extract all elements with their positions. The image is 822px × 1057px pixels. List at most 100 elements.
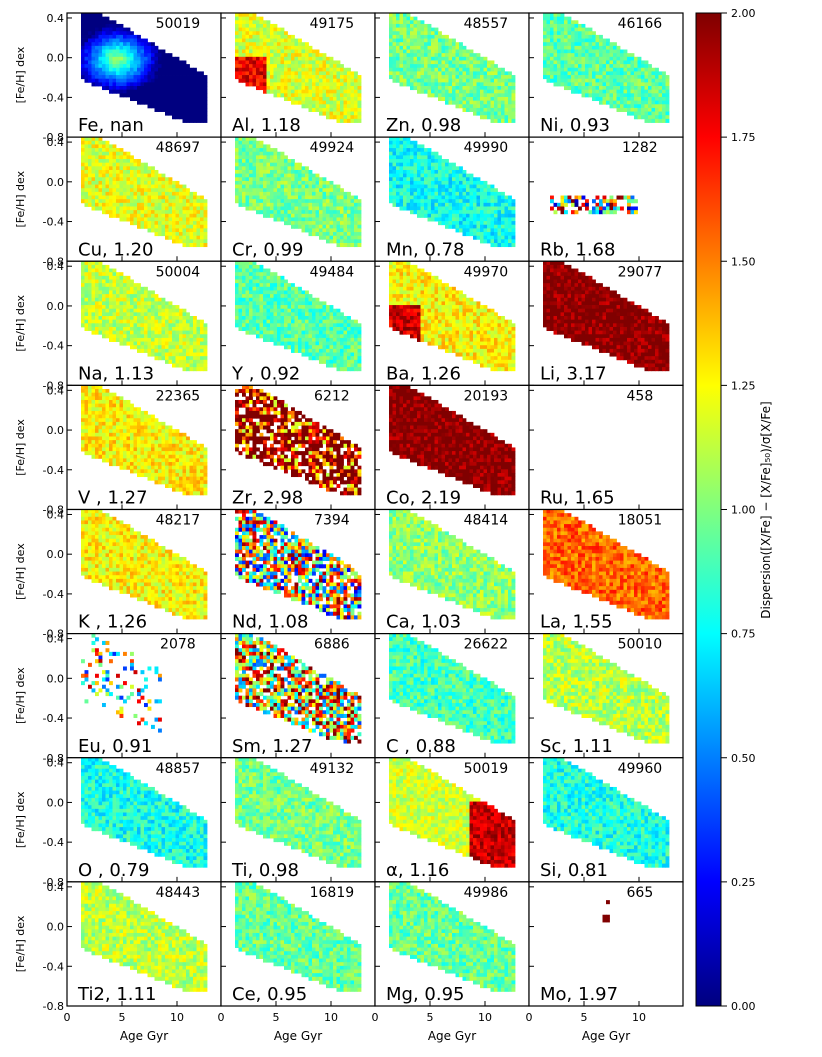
heatmap-cell: [508, 71, 512, 76]
heatmap-cell: [200, 96, 204, 102]
heatmap-cell: [336, 195, 341, 200]
heatmap-cell: [574, 31, 579, 36]
heatmap-cell: [175, 78, 180, 83]
heatmap-cell: [473, 71, 477, 76]
heatmap-cell: [119, 275, 124, 280]
heatmap-cell: [126, 199, 131, 204]
heatmap-cell: [175, 202, 180, 207]
heatmap-cell: [634, 78, 638, 83]
heatmap-cell: [543, 64, 547, 69]
heatmap-cell: [175, 224, 180, 229]
heatmap-cell: [448, 217, 453, 222]
heatmap-cell: [98, 64, 103, 69]
heatmap-cell: [592, 206, 596, 211]
heatmap-cell: [438, 206, 442, 211]
heatmap-cell: [627, 210, 631, 215]
heatmap-cell: [116, 308, 120, 313]
heatmap-cell: [630, 82, 635, 87]
heatmap-cell: [343, 67, 348, 72]
heatmap-cell: [501, 232, 505, 237]
heatmap-cell: [613, 206, 617, 211]
heatmap-cell: [203, 199, 208, 204]
heatmap-cell: [105, 82, 110, 87]
heatmap-cell: [595, 96, 600, 102]
heatmap-cell: [151, 191, 155, 196]
heatmap-cell: [284, 213, 288, 218]
heatmap-cell: [413, 60, 418, 65]
heatmap-cell: [263, 89, 267, 94]
heatmap-cell: [424, 82, 428, 87]
heatmap-cell: [511, 82, 516, 87]
heatmap-cell: [182, 75, 187, 80]
heatmap-cell: [291, 166, 295, 171]
heatmap-cell: [81, 64, 85, 69]
heatmap-cell: [305, 188, 309, 193]
heatmap-cell: [280, 53, 285, 58]
heatmap-cell: [476, 188, 481, 193]
heatmap-cell: [406, 166, 411, 171]
heatmap-cell: [252, 42, 257, 47]
heatmap-cell: [434, 213, 439, 218]
heatmap-cell: [266, 67, 271, 72]
heatmap-cell: [102, 151, 106, 156]
heatmap-cell: [637, 67, 642, 72]
heatmap-cell: [483, 191, 488, 196]
heatmap-cell: [175, 195, 180, 200]
heatmap-cell: [84, 23, 89, 28]
heatmap-cell: [133, 89, 138, 94]
heatmap-cell: [553, 45, 558, 50]
heatmap-cell: [137, 301, 141, 306]
heatmap-cell: [357, 235, 362, 240]
heatmap-cell: [560, 34, 565, 39]
heatmap-cell: [196, 210, 201, 215]
heatmap-cell: [613, 82, 617, 87]
heatmap-cell: [560, 206, 565, 211]
heatmap-cell: [627, 75, 631, 80]
heatmap-cell: [616, 75, 621, 80]
heatmap-cell: [452, 162, 456, 167]
heatmap-cell: [175, 217, 180, 222]
heatmap-cell: [137, 100, 141, 105]
heatmap-cell: [284, 177, 288, 182]
heatmap-cell: [263, 166, 267, 171]
heatmap-cell: [354, 78, 358, 83]
heatmap-cell: [487, 75, 491, 80]
heatmap-cell: [340, 206, 344, 211]
heatmap-cell: [172, 71, 176, 76]
heatmap-cell: [287, 188, 292, 193]
heatmap-cell: [151, 213, 155, 218]
heatmap-cell: [480, 104, 484, 109]
heatmap-cell: [630, 75, 635, 80]
heatmap-cell: [280, 217, 285, 222]
heatmap-cell: [312, 224, 316, 229]
heatmap-cell: [490, 206, 495, 211]
heatmap-cell: [319, 195, 323, 200]
heatmap-cell: [102, 34, 106, 39]
heatmap-cell: [182, 213, 187, 218]
heatmap-cell: [277, 64, 281, 69]
heatmap-cell: [641, 75, 645, 80]
heatmap-cell: [399, 49, 404, 54]
heatmap-cell: [189, 115, 194, 120]
heatmap-cell: [476, 224, 481, 229]
heatmap-cell: [284, 188, 288, 193]
heatmap-cell: [343, 191, 348, 196]
heatmap-cell: [249, 195, 253, 200]
heatmap-cell: [392, 202, 397, 207]
heatmap-cell: [270, 60, 274, 65]
heatmap-cell: [347, 217, 351, 222]
heatmap-cell: [452, 217, 456, 222]
heatmap-cell: [571, 27, 575, 32]
heatmap-cell: [354, 118, 358, 123]
heatmap-cell: [91, 173, 96, 178]
heatmap-cell: [595, 49, 600, 54]
heatmap-cell: [466, 93, 470, 98]
heatmap-cell: [574, 64, 579, 69]
heatmap-cell: [403, 42, 407, 47]
heatmap-cell: [280, 75, 285, 80]
heatmap-cell: [140, 224, 145, 229]
heatmap-cell: [109, 308, 113, 313]
heatmap-cell: [599, 202, 603, 207]
heatmap-cell: [123, 45, 127, 50]
heatmap-cell: [116, 67, 120, 72]
